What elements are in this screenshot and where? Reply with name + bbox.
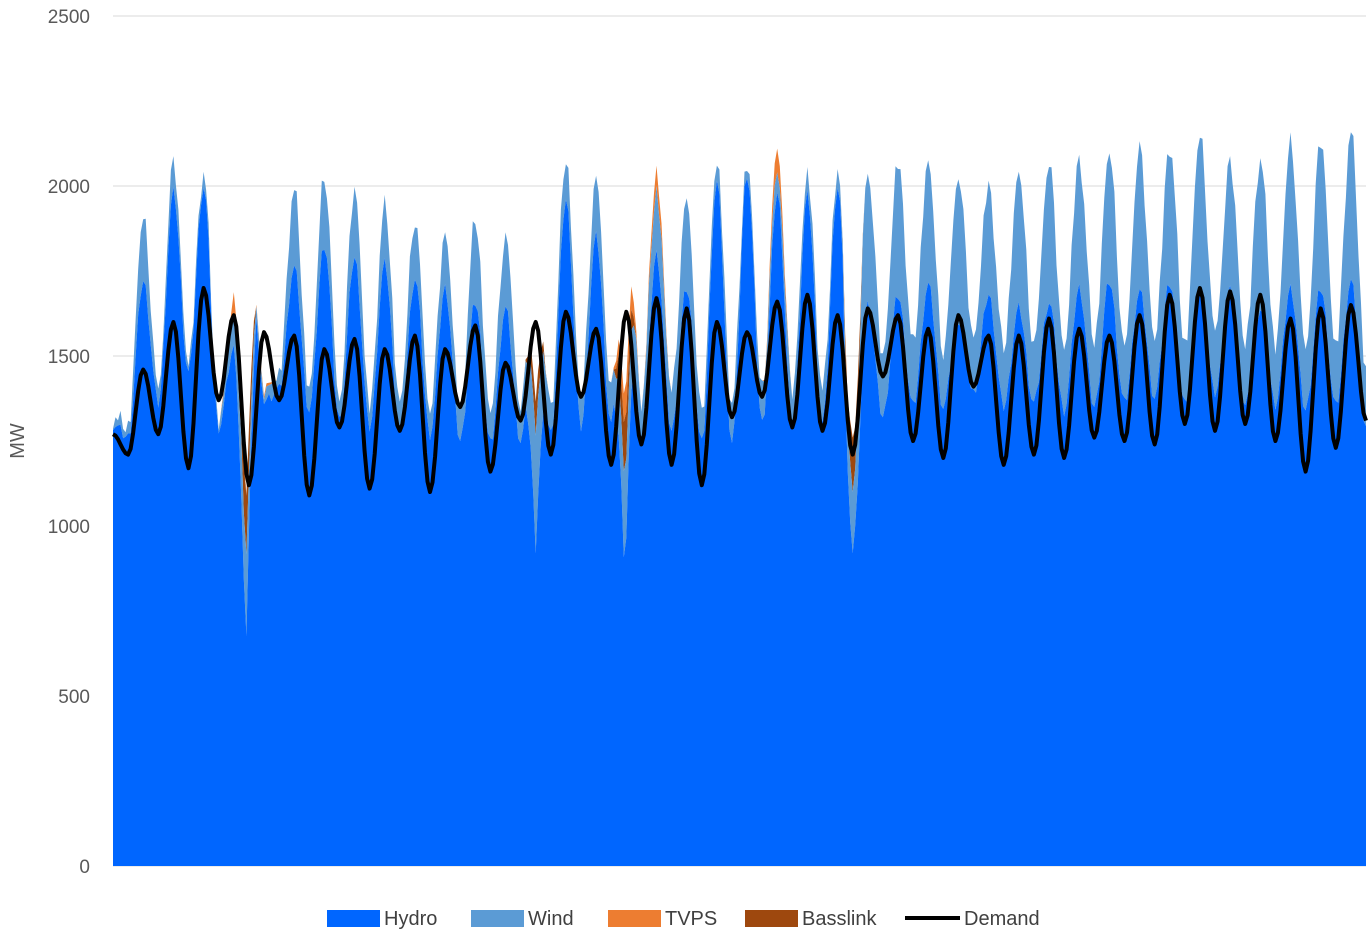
y-axis-title: MW <box>7 423 29 459</box>
line-series <box>112 286 1368 498</box>
y-axis-ticks: 0 500 1000 1500 2000 2500 <box>48 7 90 878</box>
legend-swatch <box>608 910 661 927</box>
y-tick-label: 0 <box>79 857 90 878</box>
legend-label: Basslink <box>802 908 877 930</box>
legend-label: TVPS <box>665 908 717 930</box>
y-tick-label: 1000 <box>48 517 90 538</box>
y-tick-label: 2000 <box>48 177 90 198</box>
y-tick-label: 2500 <box>48 7 90 28</box>
legend-item-tvps: TVPS <box>608 908 717 930</box>
legend-item-basslink: Basslink <box>745 908 877 930</box>
legend-swatch <box>327 910 380 927</box>
y-tick-label: 500 <box>58 687 90 708</box>
legend-item-demand: Demand <box>905 908 1040 930</box>
legend-swatch <box>471 910 524 927</box>
legend-swatch <box>745 910 798 927</box>
wind-area <box>113 132 1366 636</box>
legend-label: Wind <box>528 908 574 930</box>
legend-item-hydro: Hydro <box>327 908 437 930</box>
area-series <box>113 132 1366 866</box>
y-tick-label: 1500 <box>48 347 90 368</box>
demand-line <box>112 286 1368 498</box>
legend-label: Demand <box>964 908 1040 930</box>
legend: Hydro Wind TVPS Basslink Demand <box>327 908 1040 930</box>
legend-item-wind: Wind <box>471 908 574 930</box>
legend-label: Hydro <box>384 908 437 930</box>
